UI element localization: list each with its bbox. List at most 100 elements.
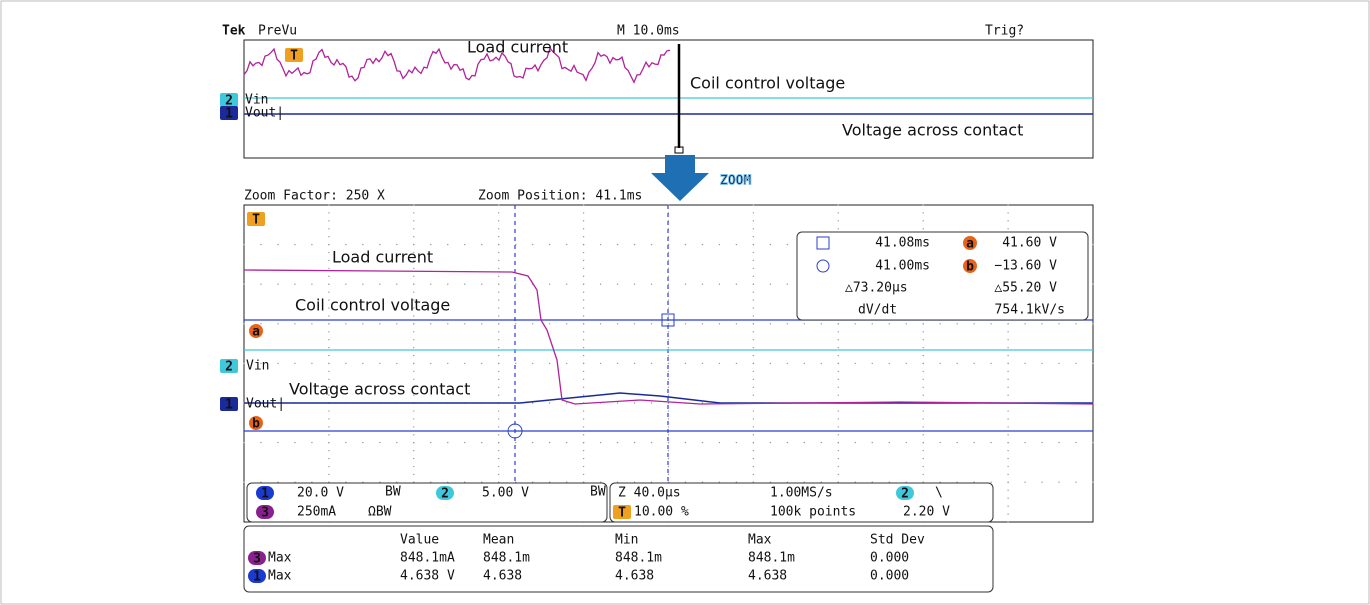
grid-dot — [430, 442, 431, 443]
column-header: Std Dev — [870, 533, 925, 548]
grid-dot — [328, 347, 329, 348]
grid-dot — [668, 426, 669, 427]
grid-dot — [804, 363, 805, 364]
badge-label: b — [966, 260, 974, 275]
grid-dot — [396, 323, 397, 324]
grid-dot — [583, 276, 584, 277]
grid-dot — [1058, 323, 1059, 324]
grid-dot — [889, 442, 890, 443]
grid-dot — [464, 442, 465, 443]
grid-dot — [736, 284, 737, 285]
grid-dot — [362, 323, 363, 324]
grid-dot — [668, 339, 669, 340]
grid-dot — [328, 276, 329, 277]
grid-dot — [498, 260, 499, 261]
badge-label: 1 — [261, 487, 269, 502]
grid-dot — [668, 434, 669, 435]
grid-dot — [430, 244, 431, 245]
badge-label: b — [252, 417, 260, 432]
grid-dot — [1007, 355, 1008, 356]
grid-dot — [498, 474, 499, 475]
grid-dot — [1092, 284, 1093, 285]
grid-dot — [872, 323, 873, 324]
label: −13.60 V — [994, 259, 1057, 274]
grid-dot — [498, 371, 499, 372]
cell: 848.1m — [748, 551, 795, 566]
grid-dot — [838, 347, 839, 348]
grid-dot — [906, 323, 907, 324]
grid-dot — [923, 331, 924, 332]
grid-dot — [328, 252, 329, 253]
channel-label: Vout| — [245, 106, 284, 121]
grid-dot — [328, 315, 329, 316]
grid-dot — [753, 291, 754, 292]
grid-dot — [362, 244, 363, 245]
grid-dot — [345, 363, 346, 364]
grid-dot — [753, 339, 754, 340]
grid-dot — [753, 379, 754, 380]
grid-dot — [583, 260, 584, 261]
grid-dot — [243, 284, 244, 285]
grid-dot — [413, 458, 414, 459]
grid-dot — [753, 268, 754, 269]
grid-dot — [481, 442, 482, 443]
grid-dot — [498, 434, 499, 435]
grid-dot — [1058, 442, 1059, 443]
grid-dot — [498, 244, 499, 245]
grid-dot — [498, 299, 499, 300]
badge-label: T — [252, 213, 260, 228]
grid-dot — [396, 284, 397, 285]
grid-dot — [685, 323, 686, 324]
grid-dot — [447, 284, 448, 285]
grid-dot — [1007, 220, 1008, 221]
grid-dot — [668, 347, 669, 348]
grid-dot — [311, 323, 312, 324]
grid-dot — [294, 284, 295, 285]
grid-dot — [447, 363, 448, 364]
grid-dot — [277, 284, 278, 285]
grid-dot — [600, 323, 601, 324]
annotation: Load current — [467, 38, 568, 57]
grid-dot — [787, 323, 788, 324]
grid-dot — [923, 395, 924, 396]
grid-dot — [328, 220, 329, 221]
grid-dot — [1092, 323, 1093, 324]
grid-dot — [243, 363, 244, 364]
grid-dot — [498, 331, 499, 332]
grid-dot — [838, 434, 839, 435]
grid-dot — [498, 395, 499, 396]
grid-dot — [413, 418, 414, 419]
grid-dot — [413, 323, 414, 324]
grid-dot — [719, 323, 720, 324]
badge-label: 3 — [253, 552, 261, 567]
grid-dot — [753, 220, 754, 221]
cell: 848.1mA — [400, 551, 455, 566]
grid-dot — [1007, 228, 1008, 229]
grid-dot — [260, 442, 261, 443]
grid-dot — [939, 442, 940, 443]
label: 2.20 V — [903, 505, 950, 520]
grid-dot — [634, 402, 635, 403]
label: PreVu — [258, 24, 297, 39]
grid-dot — [990, 323, 991, 324]
grid-dot — [923, 212, 924, 213]
grid-dot — [583, 268, 584, 269]
grid-dot — [328, 236, 329, 237]
grid-dot — [1024, 323, 1025, 324]
cell: 4.638 V — [400, 569, 455, 584]
grid-dot — [617, 402, 618, 403]
label: 250mA — [297, 505, 336, 520]
grid-dot — [668, 284, 669, 285]
grid-dot — [753, 395, 754, 396]
grid-dot — [923, 426, 924, 427]
grid-dot — [617, 442, 618, 443]
grid-dot — [413, 442, 414, 443]
grid-dot — [481, 284, 482, 285]
grid-dot — [583, 395, 584, 396]
cell: 0.000 — [870, 569, 909, 584]
badge-label: 2 — [901, 487, 909, 502]
grid-dot — [583, 339, 584, 340]
grid-dot — [498, 236, 499, 237]
grid-dot — [651, 402, 652, 403]
grid-dot — [413, 347, 414, 348]
